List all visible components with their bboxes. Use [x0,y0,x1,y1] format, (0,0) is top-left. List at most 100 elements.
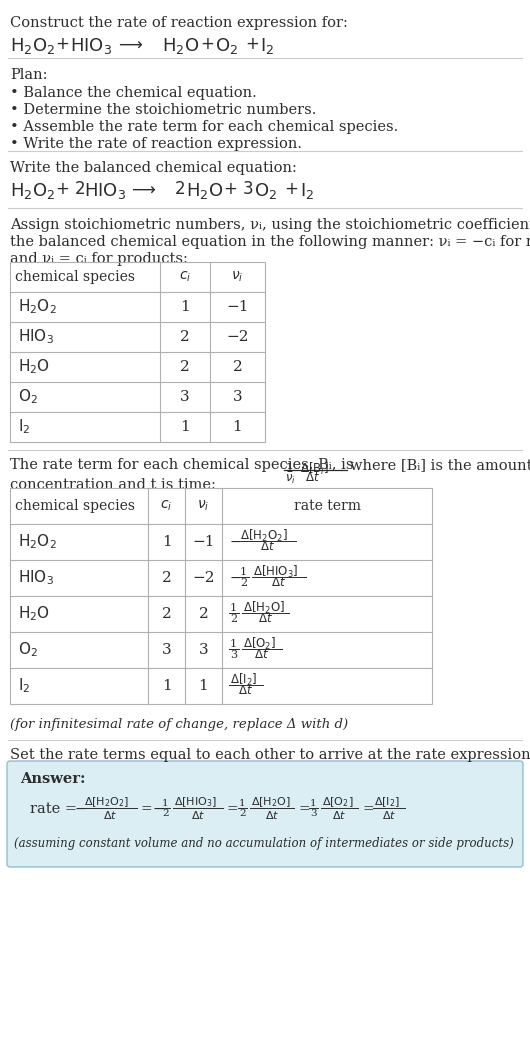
Text: Plan:: Plan: [10,68,48,82]
Text: 3: 3 [162,643,171,657]
Text: −1: −1 [192,535,215,549]
Text: $\mathrm{H_2O}$: $\mathrm{H_2O}$ [18,605,50,623]
Text: $\longrightarrow$: $\longrightarrow$ [115,36,143,53]
Text: $2$: $2$ [174,181,185,198]
Text: $+\ 3$: $+\ 3$ [223,181,253,198]
Text: Assign stoichiometric numbers, νᵢ, using the stoichiometric coefficients, cᵢ, fr: Assign stoichiometric numbers, νᵢ, using… [10,218,530,232]
Text: $+$: $+$ [200,36,214,53]
Text: The rate term for each chemical species, Bᵢ, is: The rate term for each chemical species,… [10,458,354,472]
Text: $\Delta t$: $\Delta t$ [382,809,396,821]
Text: $\nu_i$: $\nu_i$ [197,499,210,514]
Text: chemical species: chemical species [15,499,135,513]
Text: −: − [230,535,242,549]
Text: rate term: rate term [294,499,360,513]
Text: $\Delta[\mathrm{O_2}]$: $\Delta[\mathrm{O_2}]$ [322,795,354,809]
Text: 3: 3 [233,390,242,404]
Text: (for infinitesimal rate of change, replace Δ with d): (for infinitesimal rate of change, repla… [10,718,348,731]
Text: $+\ 2$: $+\ 2$ [55,181,85,198]
Text: −: − [230,571,242,585]
Text: −1: −1 [226,300,249,314]
Bar [10,488,432,704]
Text: 1: 1 [162,798,169,808]
Text: $\mathrm{H_2O_2}$: $\mathrm{H_2O_2}$ [18,298,57,316]
Text: $\mathrm{H_2O}$: $\mathrm{H_2O}$ [162,36,199,56]
Text: 3: 3 [180,390,190,404]
Text: 1: 1 [230,602,237,613]
Text: $\Delta t$: $\Delta t$ [191,809,205,821]
Text: $\Delta t$: $\Delta t$ [238,684,253,698]
Text: chemical species: chemical species [15,270,135,285]
Text: $\mathrm{O_2}$: $\mathrm{O_2}$ [18,640,38,659]
Text: $+$: $+$ [55,36,69,53]
Text: 1: 1 [240,567,247,577]
Text: Write the balanced chemical equation:: Write the balanced chemical equation: [10,161,297,175]
Text: 3: 3 [230,650,237,660]
Text: • Determine the stoichiometric numbers.: • Determine the stoichiometric numbers. [10,103,316,117]
Text: 1: 1 [233,420,242,434]
Text: $\Delta t$: $\Delta t$ [265,809,279,821]
Text: $\mathrm{H_2O_2}$: $\mathrm{H_2O_2}$ [18,532,57,551]
Text: $\mathrm{H_2O}$: $\mathrm{H_2O}$ [18,358,50,377]
Text: 1: 1 [180,420,190,434]
Text: $\Delta[\mathrm{I_2}]$: $\Delta[\mathrm{I_2}]$ [374,795,400,809]
Text: 2: 2 [240,578,247,588]
Text: $\mathrm{HIO_3}$: $\mathrm{HIO_3}$ [18,327,54,346]
Text: 2: 2 [180,329,190,344]
Text: $\Delta[\mathrm{I_2}]$: $\Delta[\mathrm{I_2}]$ [230,672,258,688]
Text: $\mathrm{O_2}$: $\mathrm{O_2}$ [215,36,238,56]
Text: $\Delta[\mathrm{HIO_3}]$: $\Delta[\mathrm{HIO_3}]$ [174,795,217,809]
Text: 2: 2 [230,614,237,624]
Text: $\mathrm{O_2}$: $\mathrm{O_2}$ [254,181,277,201]
Text: 2: 2 [162,571,171,585]
Text: $\Delta[\mathrm{HIO_3}]$: $\Delta[\mathrm{HIO_3}]$ [253,564,298,581]
Text: $\mathrm{O_2}$: $\mathrm{O_2}$ [18,388,38,406]
Text: where [Bᵢ] is the amount: where [Bᵢ] is the amount [350,458,530,472]
Text: $\Delta t$: $\Delta t$ [258,613,273,626]
Text: concentration and t is time:: concentration and t is time: [10,478,216,492]
Text: $\Delta[\mathrm{O_2}]$: $\Delta[\mathrm{O_2}]$ [243,636,276,652]
Text: $\Delta[\mathrm{H_2O_2}]$: $\Delta[\mathrm{H_2O_2}]$ [84,795,129,809]
Text: $\Delta[\mathrm{H_2O}]$: $\Delta[\mathrm{H_2O}]$ [251,795,291,809]
Text: $\mathrm{H_2O_2}$: $\mathrm{H_2O_2}$ [10,181,55,201]
Text: $\mathrm{HIO_3}$: $\mathrm{HIO_3}$ [70,36,112,56]
Text: Answer:: Answer: [20,772,85,786]
Text: the balanced chemical equation in the following manner: νᵢ = −cᵢ for reactants: the balanced chemical equation in the fo… [10,235,530,249]
Text: $\Delta t$: $\Delta t$ [103,809,117,821]
Text: $\Delta t$: $\Delta t$ [260,541,275,553]
Text: 3: 3 [199,643,208,657]
Text: $\mathrm{I_2}$: $\mathrm{I_2}$ [18,677,30,696]
Text: −: − [75,802,86,816]
Text: $\nu_i$: $\nu_i$ [231,270,244,285]
Text: $\longrightarrow$: $\longrightarrow$ [128,181,156,198]
Text: $1\ \ \Delta[\mathrm{B}_i]$: $1\ \ \Delta[\mathrm{B}_i]$ [285,461,329,477]
Text: $\mathrm{I_2}$: $\mathrm{I_2}$ [18,417,30,436]
Text: $\Delta t$: $\Delta t$ [271,576,287,590]
Text: $+$: $+$ [245,36,259,53]
Text: • Write the rate of reaction expression.: • Write the rate of reaction expression. [10,137,302,151]
Text: $\mathrm{I_2}$: $\mathrm{I_2}$ [260,36,274,56]
Text: =: = [227,802,238,816]
Text: $\Delta t$: $\Delta t$ [254,649,269,661]
FancyBboxPatch shape [7,761,523,867]
Text: $\mathrm{H_2O}$: $\mathrm{H_2O}$ [186,181,223,201]
Text: 1: 1 [239,798,245,808]
Text: 2: 2 [162,607,171,621]
Text: • Balance the chemical equation.: • Balance the chemical equation. [10,86,257,100]
Text: 3: 3 [310,810,316,819]
Text: 2: 2 [239,810,245,819]
Text: 1: 1 [310,798,316,808]
Text: rate =: rate = [30,802,77,816]
Text: $\mathrm{HIO_3}$: $\mathrm{HIO_3}$ [84,181,126,201]
Text: $\mathrm{H_2O_2}$: $\mathrm{H_2O_2}$ [10,36,55,56]
Bar [10,262,265,442]
Text: $c_i$: $c_i$ [179,270,191,285]
Text: 1: 1 [180,300,190,314]
Text: (assuming constant volume and no accumulation of intermediates or side products): (assuming constant volume and no accumul… [14,837,514,850]
Text: and νᵢ = cᵢ for products:: and νᵢ = cᵢ for products: [10,252,188,266]
Text: −2: −2 [192,571,215,585]
Text: 1: 1 [162,535,171,549]
Text: $+$: $+$ [284,181,298,198]
Text: =: = [141,802,153,816]
Text: $\Delta[\mathrm{H_2O}]$: $\Delta[\mathrm{H_2O}]$ [243,600,285,616]
Text: $c_i$: $c_i$ [161,499,173,514]
